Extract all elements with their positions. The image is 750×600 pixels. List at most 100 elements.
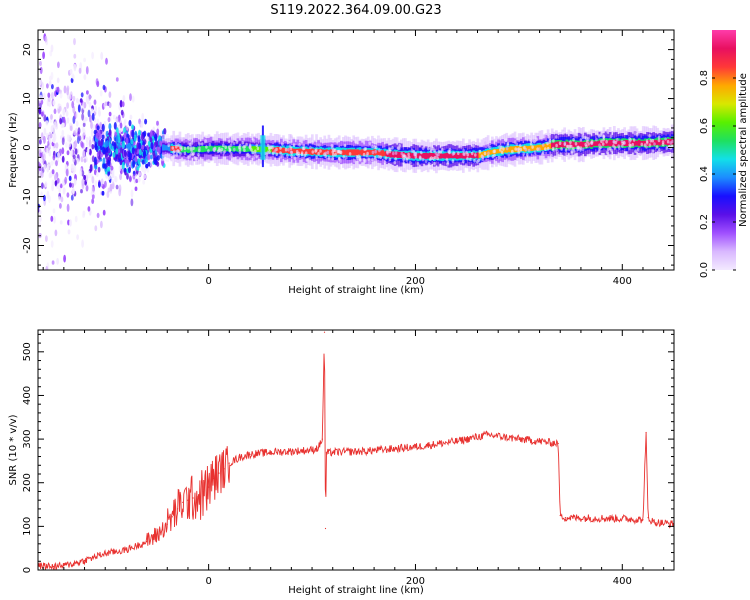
spectrogram-ridge-cell: [422, 153, 426, 159]
spectrogram-ridge-cell: [633, 140, 637, 146]
spectrogram-cell: [59, 203, 62, 209]
spectrogram-ridge-cell: [193, 146, 196, 153]
spectrogram-cell: [487, 144, 490, 149]
spectrogram-cell: [254, 149, 257, 154]
spectrogram-cell: [38, 209, 42, 215]
spectrogram-cell: [113, 122, 117, 130]
y-tick-label: 200: [22, 473, 33, 492]
spectrogram-cell: [156, 120, 159, 126]
spectrogram-cell: [631, 142, 634, 147]
spectrogram-cell: [121, 161, 125, 170]
spectrogram-ridge-cell: [497, 148, 500, 154]
spectrogram-cell: [419, 156, 422, 160]
spectrogram-cell: [250, 148, 253, 152]
spectrogram-ridge-cell: [246, 146, 250, 152]
spectrogram-cell: [526, 153, 529, 157]
snr-point: [645, 431, 647, 434]
spectrogram-cell: [552, 148, 555, 152]
colorbar-ticks: 0.0 0.2 0.4 0.6 0.8: [699, 70, 736, 278]
spectrogram-cell: [610, 148, 613, 153]
spectrogram-ridge-cell: [606, 140, 610, 146]
spectrogram-cell: [96, 125, 100, 131]
spectrogram-ridge-cell: [540, 144, 544, 151]
spectrogram-cell: [156, 155, 160, 161]
spectrogram-cell: [76, 234, 79, 241]
snr-point: [63, 565, 65, 567]
spectrogram-cell: [255, 143, 259, 148]
spectrogram-cell: [193, 156, 197, 160]
snr-point: [187, 499, 189, 501]
spectrogram-cell: [51, 183, 54, 192]
spectrogram-ridge-cell: [306, 149, 310, 154]
spectrogram-cell: [287, 140, 290, 145]
spectrogram-cell: [53, 108, 57, 115]
spectrogram-cell: [464, 163, 468, 167]
snr-point: [642, 519, 644, 521]
spectrogram-cell: [123, 120, 127, 127]
spectrogram-ridge-cell: [397, 151, 401, 158]
spectrogram-cell: [552, 138, 555, 143]
spectrogram-cell: [523, 145, 526, 150]
spectrogram-ridge-cell: [207, 145, 211, 152]
spectrogram-cell: [606, 150, 609, 155]
spectrogram-cell: [584, 142, 587, 147]
spectrogram-cell: [83, 101, 87, 109]
spectrogram-cell: [243, 144, 247, 149]
spectrogram-cell: [77, 127, 81, 135]
spectrogram-ridge-cell: [255, 146, 258, 153]
spectrogram-cell: [628, 146, 631, 151]
spectrogram-cell: [64, 164, 68, 170]
spectrogram-cell: [94, 164, 98, 170]
spectrogram-cell: [292, 143, 296, 147]
spectrogram-cell: [179, 151, 182, 156]
spectrogram-cell: [95, 132, 99, 139]
spectrogram-cell: [300, 152, 304, 157]
spectrogram-ridge-cell: [195, 147, 198, 152]
spectrogram-cell: [433, 161, 436, 166]
spectrogram-cell: [102, 209, 106, 216]
spectrogram-cell: [66, 203, 70, 212]
snr-point: [557, 442, 559, 445]
spectrogram-cell: [45, 266, 49, 270]
spectrogram-cell: [581, 135, 585, 139]
spectrogram-ridge-cell: [201, 145, 205, 153]
spectrogram-ridge-cell: [329, 149, 333, 156]
spectrogram-cell: [134, 186, 138, 192]
spectrogram-cell: [76, 135, 80, 144]
snr-point: [135, 545, 137, 547]
spectrogram-ridge-cell: [234, 146, 238, 152]
spectrogram-cell: [192, 151, 195, 156]
spectrogram-cell: [47, 163, 51, 170]
spectrogram-cell: [52, 154, 56, 161]
snr-point: [104, 552, 106, 555]
spectrogram-cell: [632, 138, 636, 142]
spectrogram-cell: [49, 133, 53, 139]
y-tick-label: 100: [22, 517, 33, 536]
spectrogram-cell: [83, 175, 86, 180]
spectrogram-cell: [427, 146, 430, 151]
spectrogram-cell: [62, 179, 65, 187]
spectrogram-cell: [256, 146, 260, 151]
spectrogram-cell: [86, 90, 89, 95]
spectrogram-cell: [392, 151, 395, 156]
figure-title: S119.2022.364.09.00.G23: [270, 3, 441, 18]
spectrogram-cell: [253, 152, 257, 157]
spectrogram-cell: [85, 174, 89, 182]
spectrogram-ridge-cell: [627, 140, 631, 146]
spectrogram-cell: [64, 176, 68, 184]
spectrogram-cell: [101, 190, 105, 196]
spectrogram-cell: [104, 101, 108, 107]
spectrogram-cell: [143, 130, 147, 137]
spectrogram-cell: [564, 152, 568, 156]
spectrogram-ridge-cell: [491, 149, 494, 155]
spectrogram-cell: [334, 152, 337, 157]
spectrogram-cell: [565, 144, 569, 149]
spectrogram-ridge-cell: [308, 148, 312, 155]
spectrogram-cell: [543, 134, 547, 138]
spectrogram-cell: [507, 153, 511, 157]
spectrogram-cell: [640, 142, 644, 147]
spectrogram-cell: [273, 149, 277, 153]
y-tick-label: 10: [22, 92, 33, 105]
spectrogram-cell: [621, 141, 624, 146]
spectrogram-ridge-cell: [344, 150, 347, 155]
